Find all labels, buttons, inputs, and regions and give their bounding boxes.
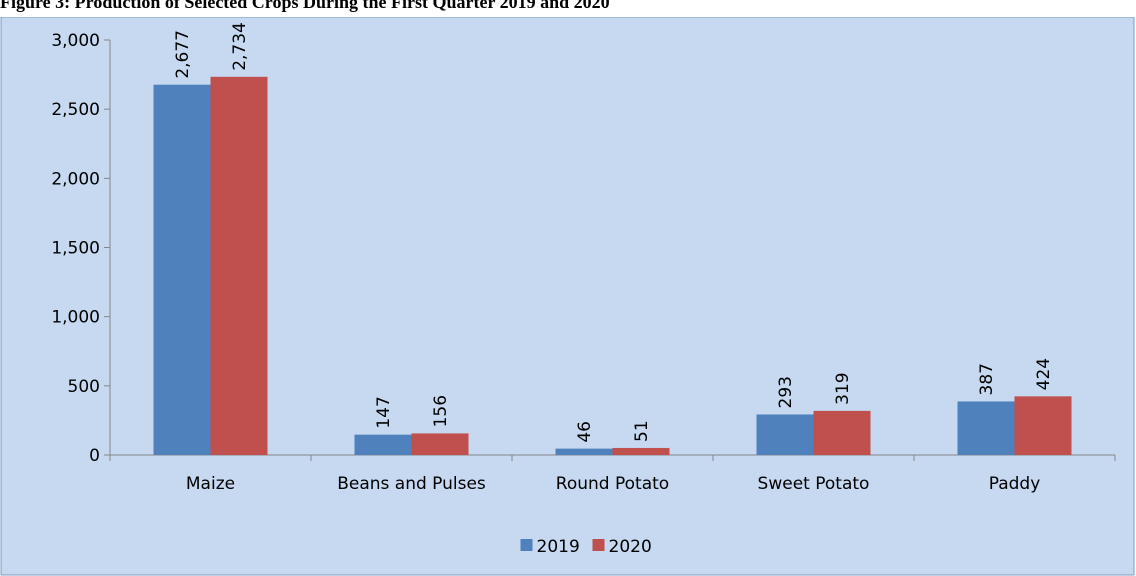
bar bbox=[210, 76, 268, 456]
bar bbox=[153, 84, 211, 455]
bar bbox=[1014, 396, 1072, 455]
x-tick-label: Round Potato bbox=[556, 474, 669, 494]
x-tick-label: Maize bbox=[186, 474, 235, 494]
data-label: 147 bbox=[374, 396, 394, 428]
y-tick-label: 1,500 bbox=[51, 239, 100, 259]
legend-swatch bbox=[520, 539, 533, 551]
chart-title: Figure 3: Production of Selected Crops D… bbox=[0, 0, 610, 12]
y-tick-label: 2,000 bbox=[51, 169, 100, 189]
x-tick-label: Paddy bbox=[989, 474, 1041, 494]
data-label: 46 bbox=[575, 421, 595, 443]
legend-label: 2020 bbox=[609, 537, 652, 557]
data-label: 2,734 bbox=[230, 22, 250, 71]
bar bbox=[957, 401, 1015, 455]
x-tick-label: Sweet Potato bbox=[758, 474, 870, 494]
bar bbox=[813, 410, 871, 455]
x-tick-label: Beans and Pulses bbox=[337, 474, 486, 494]
bar bbox=[411, 433, 469, 455]
y-tick-label: 2,500 bbox=[51, 100, 100, 120]
legend-swatch bbox=[592, 539, 605, 551]
y-tick-label: 0 bbox=[89, 446, 100, 466]
y-tick-label: 3,000 bbox=[51, 31, 100, 51]
bar bbox=[354, 434, 412, 455]
bar bbox=[756, 414, 814, 455]
legend-label: 2019 bbox=[537, 537, 580, 557]
data-label: 319 bbox=[833, 372, 853, 404]
y-tick-label: 1,000 bbox=[51, 308, 100, 328]
data-label: 51 bbox=[632, 420, 652, 442]
data-label: 293 bbox=[776, 376, 796, 408]
data-label: 2,677 bbox=[173, 30, 193, 79]
title-band bbox=[0, 0, 1136, 17]
data-label: 156 bbox=[431, 395, 451, 427]
y-tick-label: 500 bbox=[68, 377, 100, 397]
bar bbox=[555, 448, 613, 455]
bar bbox=[612, 447, 670, 455]
data-label: 387 bbox=[977, 363, 997, 395]
data-label: 424 bbox=[1034, 358, 1054, 390]
